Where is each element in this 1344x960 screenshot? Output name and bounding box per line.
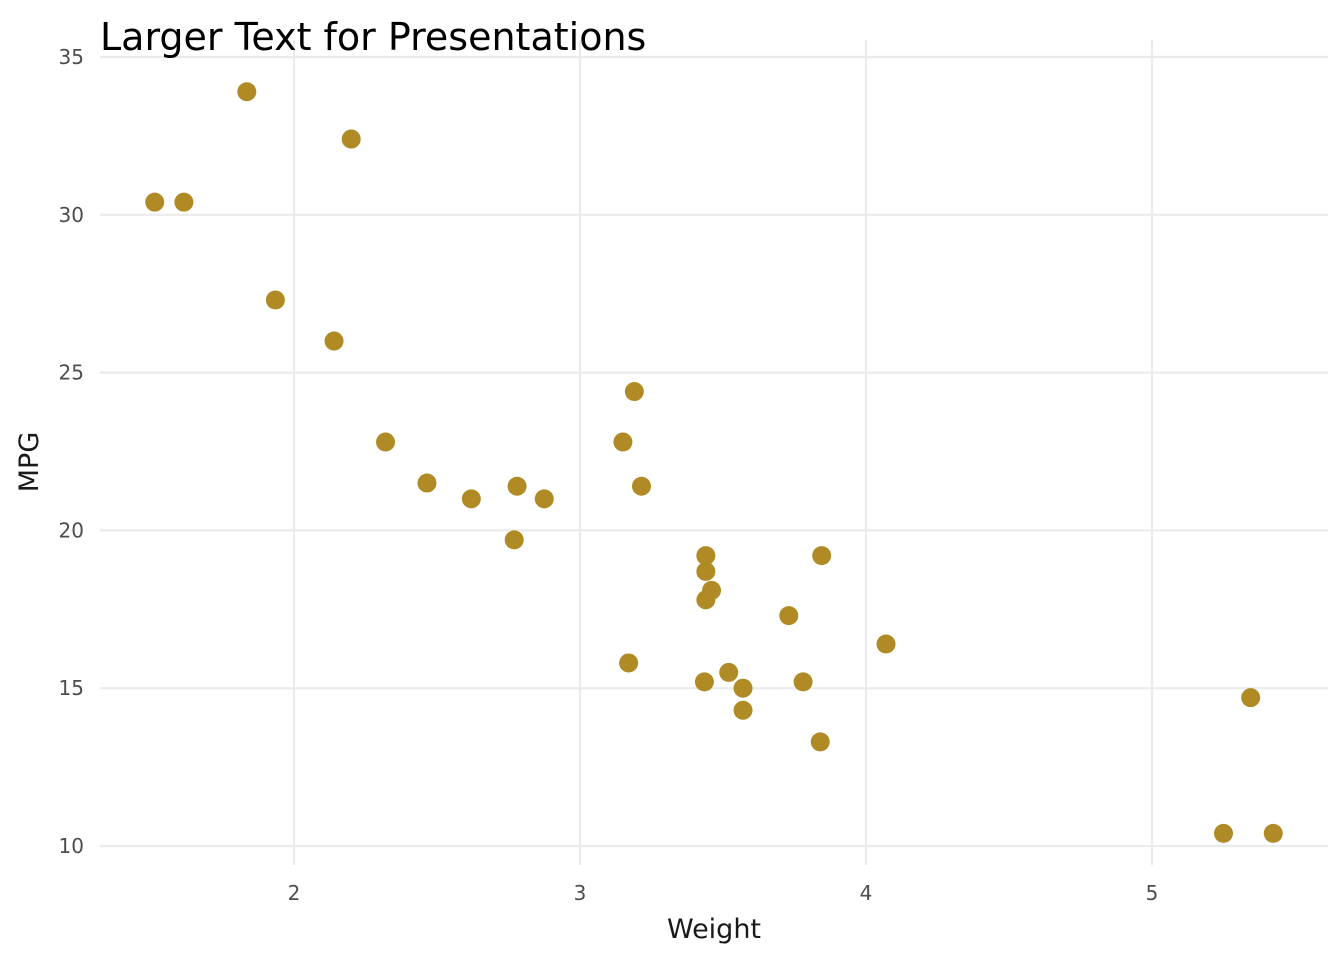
x-tick-label: 3 — [574, 881, 587, 905]
y-tick-label: 20 — [59, 518, 84, 542]
data-point — [534, 489, 554, 509]
data-point — [1214, 823, 1233, 843]
y-axis-title: MPG — [14, 432, 45, 493]
data-point — [613, 432, 633, 452]
chart-title: Larger Text for Presentations — [100, 15, 646, 59]
x-tick-label: 2 — [288, 881, 301, 905]
data-point — [696, 590, 716, 610]
x-tick-label: 5 — [1146, 881, 1159, 905]
data-point — [719, 662, 739, 682]
tick-labels: 2 3 4 5 10 15 20 25 30 35 — [59, 45, 1159, 905]
y-tick-label: 10 — [59, 834, 84, 858]
data-point — [876, 634, 896, 654]
data-point — [779, 606, 799, 626]
data-point — [619, 653, 639, 673]
data-point — [504, 530, 524, 550]
data-point — [376, 432, 396, 452]
data-point — [696, 561, 716, 581]
data-point — [145, 192, 165, 212]
data-points — [145, 82, 1283, 843]
data-point — [237, 82, 257, 102]
data-point — [793, 672, 813, 692]
y-tick-label: 35 — [59, 45, 84, 69]
data-point — [733, 700, 753, 720]
data-point — [812, 546, 832, 566]
data-point — [1263, 823, 1283, 843]
data-point — [174, 192, 194, 212]
data-point — [624, 382, 644, 402]
data-point — [265, 290, 285, 310]
data-point — [694, 672, 714, 692]
data-point — [631, 476, 651, 496]
y-tick-label: 15 — [59, 676, 84, 700]
data-point — [417, 473, 437, 493]
data-point — [696, 546, 716, 566]
x-axis-title: Weight — [667, 914, 761, 945]
data-point — [733, 678, 753, 698]
data-point — [324, 331, 344, 351]
data-point — [1241, 688, 1261, 708]
y-tick-label: 30 — [59, 203, 84, 227]
y-tick-label: 25 — [59, 361, 84, 385]
x-tick-label: 4 — [860, 881, 873, 905]
data-point — [810, 732, 830, 752]
data-point — [507, 476, 527, 496]
gridlines — [100, 40, 1328, 865]
data-point — [341, 129, 361, 149]
data-point — [461, 489, 481, 509]
